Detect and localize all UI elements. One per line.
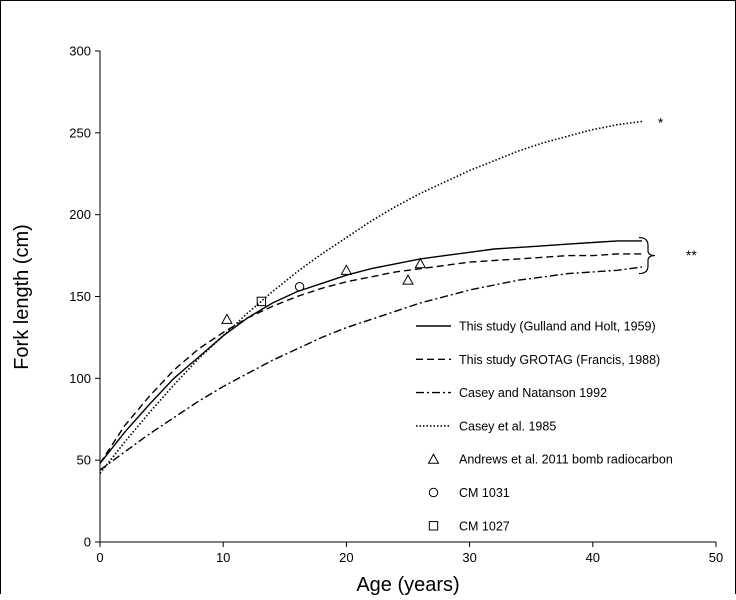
y-axis-title: Fork length (cm) [11, 224, 33, 370]
x-tick-label: 20 [339, 550, 353, 565]
y-tick-label: 100 [69, 371, 91, 386]
legend-label-2: This study GROTAG (Francis, 1988) [459, 353, 660, 367]
series-line-4 [99, 120, 643, 474]
data-point-triangle [414, 257, 427, 269]
legend-label-6: CM 1031 [459, 486, 510, 500]
legend-label-7: CM 1027 [459, 519, 510, 533]
legend-marker-square [428, 521, 439, 531]
series-line-1 [99, 240, 643, 464]
legend-marker-triangle [427, 453, 440, 464]
data-point-triangle [340, 264, 353, 275]
legend-marker-circle [428, 487, 439, 498]
y-tick-label: 0 [84, 535, 91, 550]
axes: 0 10 20 30 40 50 0 50 100 150 200 250 300 [69, 44, 723, 566]
series-line-2 [99, 253, 643, 464]
data-point-triangle [402, 274, 414, 285]
legend: This study (Gulland and Holt, 1959) This … [416, 320, 673, 533]
x-axis-title: Age (years) [356, 574, 459, 595]
series-line-3 [99, 266, 643, 471]
data-point-circle [294, 281, 305, 292]
x-tick-label: 10 [216, 550, 230, 565]
legend-label-4: Casey et al. 1985 [459, 419, 556, 433]
x-tick-label: 40 [586, 550, 600, 565]
legend-label-3: Casey and Natanson 1992 [459, 386, 607, 400]
legend-label-5: Andrews et al. 2011 bomb radiocarbon [459, 453, 673, 467]
y-tick-label: 250 [69, 125, 91, 140]
y-tick-label: 300 [69, 44, 91, 59]
annotations: *** [638, 114, 697, 275]
curves [99, 120, 643, 474]
y-tick-label: 200 [69, 207, 91, 222]
x-tick-label: 0 [96, 550, 103, 565]
data-point-triangle [221, 313, 233, 324]
y-tick-label: 50 [77, 453, 91, 468]
bracket [638, 236, 656, 275]
legend-label-1: This study (Gulland and Holt, 1959) [459, 320, 656, 334]
annotation-label: ** [686, 247, 697, 263]
data-point-square [256, 296, 267, 307]
annotation-label: * [658, 114, 664, 130]
y-tick-label: 150 [69, 289, 91, 304]
x-tick-label: 50 [709, 550, 723, 565]
x-tick-label: 30 [462, 550, 476, 565]
markers [221, 257, 427, 324]
